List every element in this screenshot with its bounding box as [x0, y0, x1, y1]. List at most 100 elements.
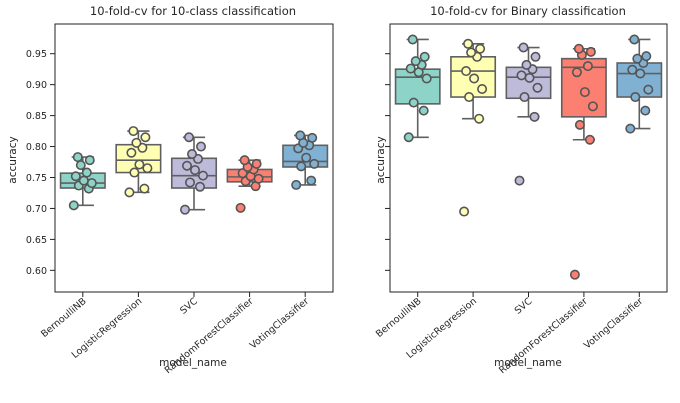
data-point — [295, 130, 306, 141]
data-point — [184, 132, 195, 143]
y-tick-label: 0.70 — [26, 204, 47, 215]
data-point — [518, 42, 529, 53]
data-point — [408, 97, 419, 108]
data-point — [625, 123, 636, 134]
data-point — [571, 67, 582, 78]
data-point — [640, 105, 651, 116]
data-point — [421, 73, 432, 84]
data-point — [410, 56, 421, 67]
y-tick-label: 0.95 — [26, 49, 47, 60]
data-point — [306, 175, 317, 186]
data-point — [68, 200, 79, 211]
data-point — [466, 47, 477, 58]
data-point — [579, 87, 590, 98]
data-point — [627, 64, 638, 75]
x-tick-label: VotingClassifier — [248, 296, 311, 352]
left-x-axis-label: model_name — [159, 357, 227, 369]
x-tick-label: SVC — [178, 296, 200, 317]
data-point — [403, 132, 414, 143]
data-point — [419, 51, 430, 62]
data-point — [463, 38, 474, 49]
data-point — [126, 147, 137, 158]
data-point — [641, 51, 652, 62]
y-tick-label: 0.65 — [26, 235, 47, 246]
right-x-axis-label: model_name — [494, 357, 562, 369]
data-point — [78, 175, 89, 186]
data-point — [84, 155, 95, 166]
data-point — [582, 61, 593, 72]
data-point — [405, 63, 416, 74]
data-point — [291, 179, 302, 190]
data-point — [185, 177, 196, 188]
x-tick-label: BernoulliNB — [374, 296, 424, 340]
data-point — [129, 167, 140, 178]
data-point — [516, 70, 527, 81]
data-point — [475, 43, 486, 54]
data-point — [569, 269, 580, 280]
left-chart-title: 10-fold-cv for 10-class classification — [90, 4, 296, 18]
data-point — [587, 101, 598, 112]
data-point — [474, 113, 485, 124]
y-tick-label: 0.80 — [26, 142, 47, 153]
data-point — [86, 178, 97, 189]
data-point — [296, 161, 307, 172]
data-point — [70, 171, 81, 182]
data-point — [407, 34, 418, 45]
y-tick-label: 0.85 — [26, 111, 47, 122]
data-point — [629, 34, 640, 45]
data-point — [253, 173, 264, 184]
axes-frame — [389, 23, 668, 293]
data-point — [134, 159, 145, 170]
y-tick-label: 0.60 — [26, 266, 47, 277]
data-point — [469, 73, 480, 84]
data-point — [584, 134, 595, 145]
left-y-axis-label: accuracy — [7, 136, 19, 183]
x-tick-label: VotingClassifier — [582, 296, 645, 352]
data-point — [477, 83, 488, 94]
left-plot-area: 0.60 0.65 0.70 0.75 0.80 0.85 0.90 0.95 Bernoull… — [26, 23, 334, 376]
box-SVC — [505, 66, 552, 100]
data-point — [630, 92, 641, 103]
y-tick-label: 0.90 — [26, 80, 47, 91]
box-VotingClassifier — [616, 62, 663, 98]
x-tick-label: SVC — [513, 296, 535, 317]
panel-left: 10-fold-cv for 10-class classification 0… — [7, 4, 334, 376]
data-point — [530, 51, 541, 62]
data-point — [237, 168, 248, 179]
data-point — [307, 132, 318, 143]
data-point — [182, 160, 193, 171]
data-point — [198, 170, 209, 181]
data-point — [459, 206, 470, 217]
data-point — [128, 126, 139, 137]
right-y-axis-label: accuracy — [375, 136, 387, 183]
right-chart-title: 10-fold-cv for Binary classification — [430, 4, 626, 18]
panel-right: 10-fold-cv for Binary classification Ber… — [374, 4, 668, 376]
data-point — [187, 148, 198, 159]
data-point — [514, 175, 525, 186]
data-point — [632, 53, 643, 64]
data-point — [131, 137, 142, 148]
data-point — [72, 152, 83, 163]
data-point — [418, 105, 429, 116]
x-tick-label: BernoulliNB — [39, 296, 89, 340]
data-point — [301, 152, 312, 163]
data-point — [635, 68, 646, 79]
data-point — [573, 43, 584, 54]
data-point — [529, 111, 540, 122]
data-point — [524, 72, 535, 83]
data-point — [461, 66, 472, 77]
data-point — [196, 141, 207, 152]
data-point — [585, 46, 596, 57]
data-point — [464, 92, 475, 103]
data-point — [81, 167, 92, 178]
data-point — [251, 158, 262, 169]
data-point — [180, 204, 191, 215]
data-point — [124, 187, 135, 198]
data-point — [190, 165, 201, 176]
data-point — [309, 158, 320, 169]
y-tick-label: 0.75 — [26, 173, 47, 184]
data-point — [521, 59, 532, 70]
data-point — [643, 84, 654, 95]
data-point — [195, 181, 206, 192]
